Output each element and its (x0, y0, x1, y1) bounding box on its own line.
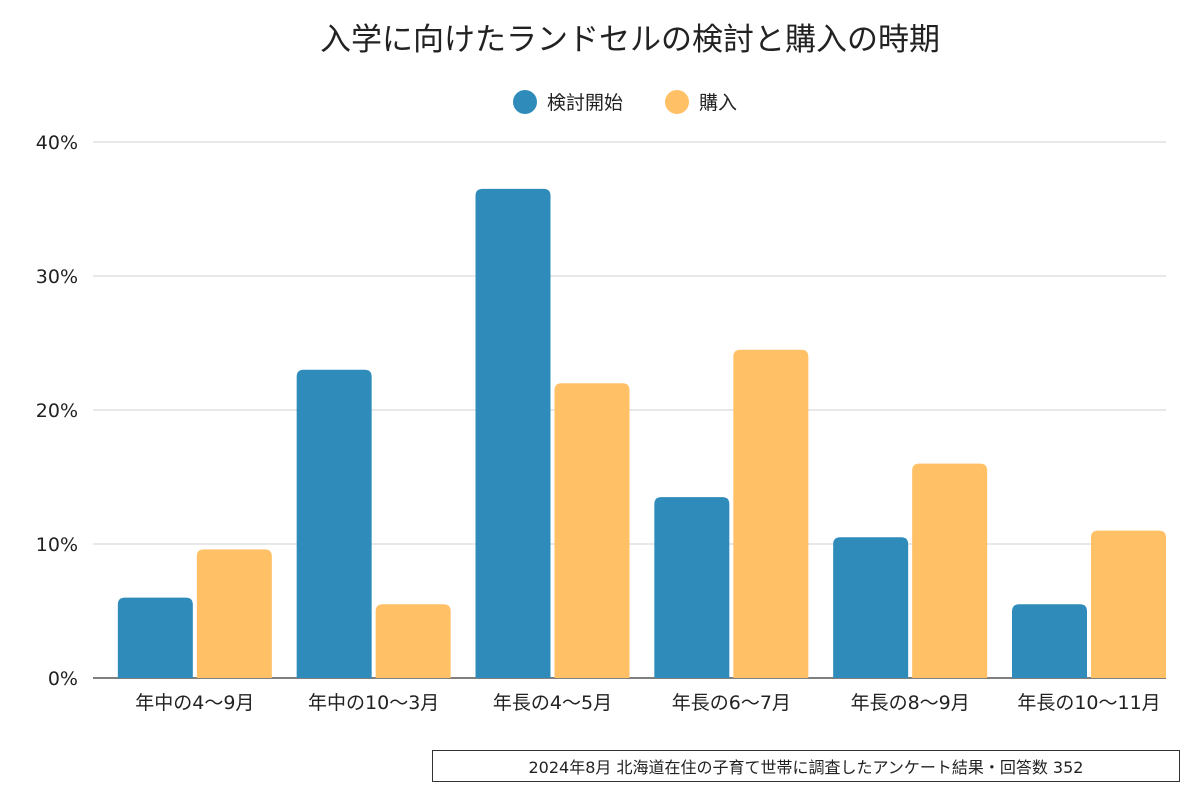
y-tick-label: 20% (36, 400, 78, 422)
y-tick-label: 40% (36, 132, 78, 154)
bar-purchase (733, 350, 808, 678)
y-tick-label: 30% (36, 266, 78, 288)
x-tick-label: 年中の10〜3月 (308, 692, 439, 714)
x-tick-label: 年長の8〜9月 (851, 692, 970, 714)
bar-purchase (912, 464, 987, 678)
bar-consider (118, 598, 193, 678)
x-tick-label: 年長の6〜7月 (672, 692, 791, 714)
bar-purchase (1091, 531, 1166, 678)
x-tick-label: 年長の10〜11月 (1017, 692, 1160, 714)
y-tick-label: 10% (36, 534, 78, 556)
x-tick-label: 年長の4〜5月 (493, 692, 612, 714)
bar-purchase (376, 604, 451, 678)
bar-purchase (555, 383, 630, 678)
bar-consider (833, 537, 908, 678)
survey-footnote: 2024年8月 北海道在住の子育て世帯に調査したアンケート結果・回答数 352 (432, 750, 1180, 782)
bar-purchase (197, 549, 272, 678)
y-tick-label: 0% (48, 668, 78, 690)
bar-consider (476, 189, 551, 678)
bar-chart: 0% 10% 20% 30% 40% 年中の4〜9月 年中の10〜3月 年長の4〜5月 年長の6… (0, 0, 1200, 740)
x-tick-label: 年中の4〜9月 (135, 692, 254, 714)
bar-consider (1012, 604, 1087, 678)
bar-consider (297, 370, 372, 678)
bar-consider (654, 497, 729, 678)
